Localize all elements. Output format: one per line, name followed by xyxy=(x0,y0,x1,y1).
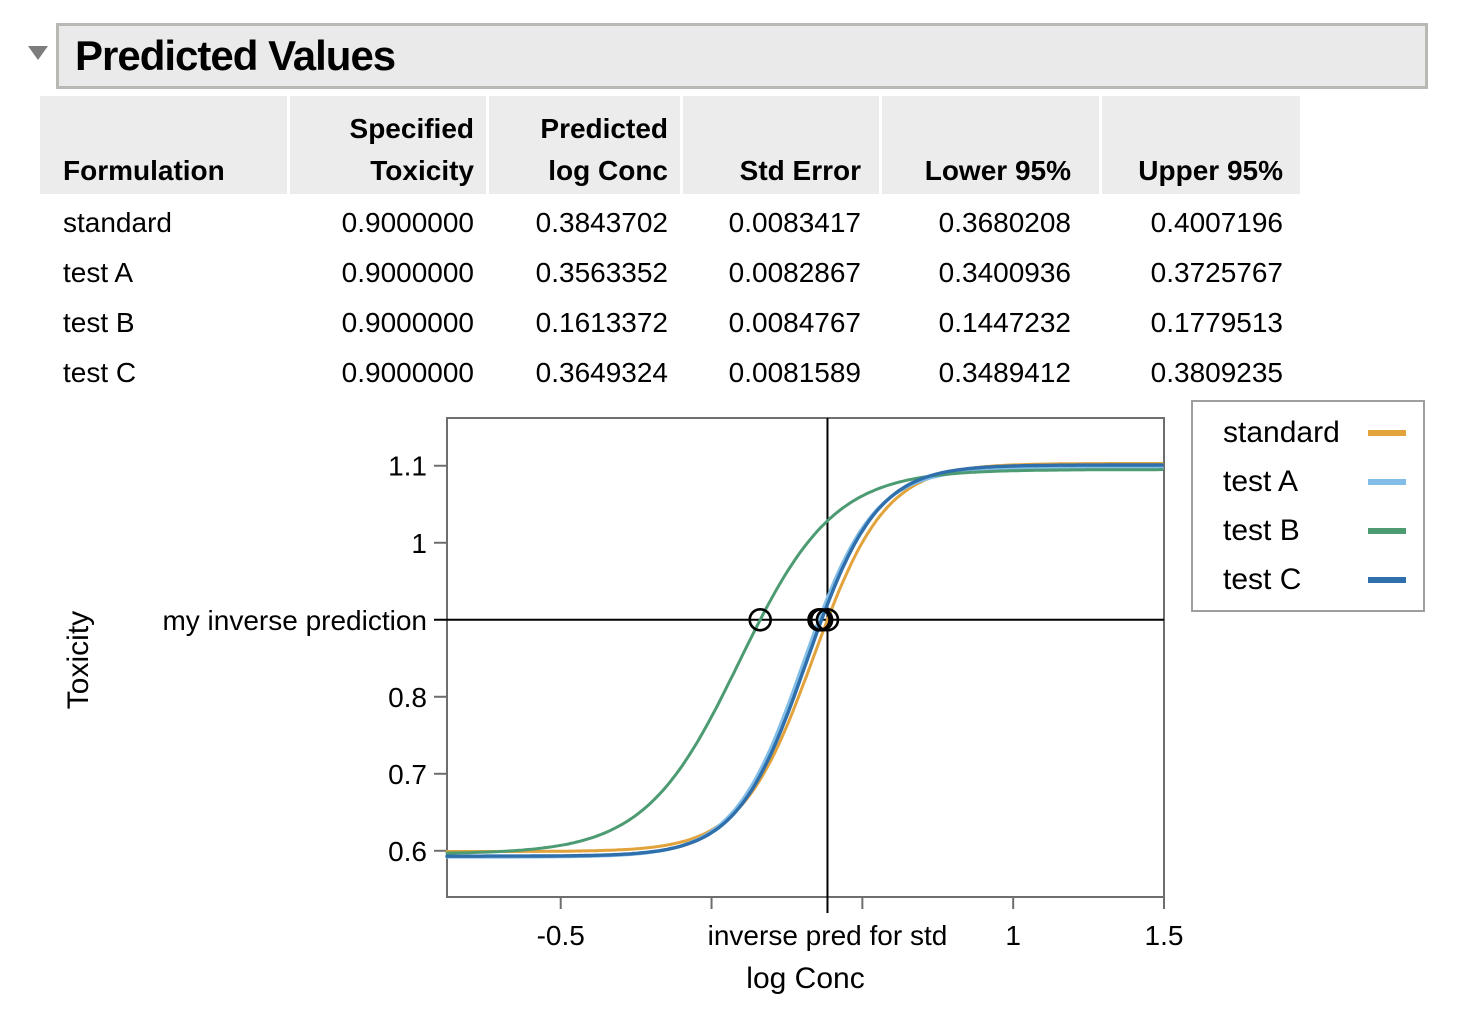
table-cell[interactable]: test B xyxy=(40,298,287,348)
column-header-predicted-log-conc: Predicted log Conc xyxy=(489,96,680,194)
table-cell[interactable]: 0.9000000 xyxy=(290,198,486,248)
table-cell[interactable]: 0.3809235 xyxy=(1102,348,1300,398)
table-cell[interactable]: standard xyxy=(40,198,287,248)
y-tick-label: 0.6 xyxy=(388,836,427,867)
table-cell[interactable]: test A xyxy=(40,248,287,298)
legend-label: test C xyxy=(1223,562,1302,596)
section-header-bar[interactable]: Predicted Values xyxy=(56,23,1428,89)
table-cell[interactable]: 0.0083417 xyxy=(683,198,879,248)
section-title: Predicted Values xyxy=(75,32,396,79)
column-header-std-error: Std Error xyxy=(683,96,879,194)
x-tick-label: -0.5 xyxy=(537,920,585,951)
table-cell[interactable]: 0.1447232 xyxy=(882,298,1099,348)
legend-label: test B xyxy=(1223,513,1300,547)
y-axis-title: Toxicity xyxy=(62,611,95,709)
table-cell[interactable]: 0.0081589 xyxy=(683,348,879,398)
table-cell[interactable]: 0.9000000 xyxy=(290,248,486,298)
curve-test-b[interactable] xyxy=(445,468,1164,855)
table-cell[interactable]: 0.3725767 xyxy=(1102,248,1300,298)
table-cell[interactable]: 0.3649324 xyxy=(489,348,680,398)
table-cell[interactable]: 0.3563352 xyxy=(489,248,680,298)
chart-legend: standard test A test B test C xyxy=(1191,400,1425,612)
legend-label: standard xyxy=(1223,415,1340,449)
column-header-formulation: Formulation xyxy=(40,96,287,194)
table-cell[interactable]: 0.3843702 xyxy=(489,198,680,248)
y-tick-label: 0.8 xyxy=(388,682,427,713)
collapse-triangle-icon[interactable] xyxy=(28,46,48,60)
table-cell[interactable]: 0.3400936 xyxy=(882,248,1099,298)
table-cell[interactable]: 0.1613372 xyxy=(489,298,680,348)
column-header-lower-95: Lower 95% xyxy=(882,96,1099,194)
predicted-values-table: Formulation Specified Toxicity Predicted l… xyxy=(40,96,1300,398)
table-cell[interactable]: 0.3489412 xyxy=(882,348,1099,398)
table-cell[interactable]: 0.9000000 xyxy=(290,298,486,348)
column-header-upper-95: Upper 95% xyxy=(1102,96,1300,194)
inverse-prediction-marker-standard[interactable] xyxy=(815,607,840,632)
y-tick-label: 1 xyxy=(411,528,427,559)
legend-swatch xyxy=(1368,527,1406,534)
curve-test-c[interactable] xyxy=(445,463,1164,858)
legend-swatch xyxy=(1368,429,1406,436)
plot-border xyxy=(446,417,1165,898)
legend-swatch xyxy=(1368,576,1406,583)
table-cell[interactable]: 0.4007196 xyxy=(1102,198,1300,248)
curve-test-a[interactable] xyxy=(445,466,1164,859)
legend-swatch xyxy=(1368,478,1406,485)
table-cell[interactable]: 0.3680208 xyxy=(882,198,1099,248)
legend-item-test-a[interactable]: test A xyxy=(1193,457,1423,506)
y-ref-label: my inverse prediction xyxy=(162,605,427,636)
table-cell[interactable]: test C xyxy=(40,348,287,398)
inverse-prediction-marker-test-c[interactable] xyxy=(809,607,834,632)
y-tick-label: 0.7 xyxy=(388,759,427,790)
x-axis-title: log Conc xyxy=(746,962,864,995)
x-ref-label: inverse pred for std xyxy=(708,920,948,951)
y-tick-label: 1.1 xyxy=(388,451,427,482)
x-tick-label: 1.5 xyxy=(1145,920,1184,951)
table-cell[interactable]: 0.0084767 xyxy=(683,298,879,348)
inverse-prediction-marker-test-b[interactable] xyxy=(748,607,773,632)
table-cell[interactable]: 0.0082867 xyxy=(683,248,879,298)
legend-item-standard[interactable]: standard xyxy=(1193,408,1423,457)
legend-item-test-b[interactable]: test B xyxy=(1193,506,1423,555)
column-header-specified-toxicity: Specified Toxicity xyxy=(290,96,486,194)
x-tick-label: 1 xyxy=(1005,920,1021,951)
table-cell[interactable]: 0.1779513 xyxy=(1102,298,1300,348)
legend-label: test A xyxy=(1223,464,1299,498)
table-cell[interactable]: 0.9000000 xyxy=(290,348,486,398)
legend-item-test-c[interactable]: test C xyxy=(1193,555,1423,604)
